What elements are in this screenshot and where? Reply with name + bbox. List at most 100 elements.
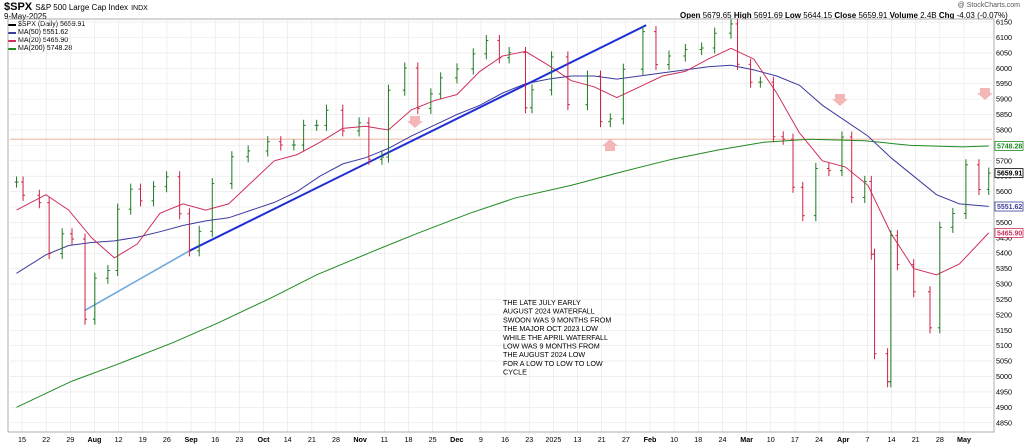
- x-tick-label: May: [957, 435, 971, 444]
- x-tick-label: 11: [381, 435, 388, 444]
- arrow-down-icon: [832, 94, 848, 106]
- annotation-arrows: [407, 88, 993, 151]
- x-tick-label: Aug: [87, 435, 101, 444]
- exchange: INDX: [131, 5, 148, 12]
- y-tick-label: 5050: [996, 357, 1012, 366]
- price-tag-label: 5465.90: [997, 230, 1022, 237]
- y-tick-label: 5600: [996, 187, 1012, 196]
- grid: [10, 19, 992, 432]
- arrow-down-icon: [407, 116, 423, 128]
- x-tick-label: Oct: [258, 435, 271, 444]
- x-tick-label: Dec: [450, 435, 463, 444]
- plot-frame: [7, 18, 995, 433]
- x-tick-label: 15: [18, 435, 26, 444]
- x-tick-label: 14: [284, 435, 292, 444]
- price-tag-box: [994, 201, 1024, 212]
- x-tick-label: Sep: [184, 435, 198, 444]
- price-bars: [14, 18, 991, 388]
- ma200-line: [16, 138, 989, 408]
- x-tick-label: 23: [235, 435, 243, 444]
- volume-value: 2.4B: [920, 11, 937, 20]
- x-tick-label: 12: [115, 435, 123, 444]
- y-tick-label: 5700: [996, 156, 1012, 165]
- x-tick-label: 16: [211, 435, 219, 444]
- x-tick-label: 9: [479, 435, 483, 444]
- chart-date: 9-May-2025: [4, 12, 47, 21]
- low-value: 5644.15: [803, 11, 833, 20]
- annotation-line: AUGUST 2024 WATERFALL: [503, 307, 595, 316]
- annotation-line: WHILE THE APRIL WATERFALL: [503, 333, 608, 342]
- price-tag-box: [994, 140, 1024, 151]
- x-tick-label: 24: [815, 435, 823, 444]
- annotation-line: THE MAJOR OCT 2023 LOW: [503, 324, 598, 333]
- x-tick-label: 26: [163, 435, 171, 444]
- chg-label: Chg: [938, 11, 955, 20]
- x-tick-label: 24: [718, 435, 726, 444]
- symbol-title: $SPX S&P 500 Large Cap Index INDX: [4, 1, 148, 13]
- y-tick-label: 5400: [996, 249, 1012, 258]
- y-tick-label: 6150: [996, 18, 1012, 27]
- y-tick-label: 4950: [996, 387, 1012, 396]
- annotation-line: SWOON WAS 9 MONTHS FROM: [503, 315, 611, 324]
- y-tick-label: 5950: [996, 79, 1012, 88]
- legend-price-label: $SPX (Daily) 5659.91: [18, 21, 86, 28]
- x-tick-label: 18: [694, 435, 702, 444]
- y-tick-label: 6000: [996, 64, 1012, 73]
- y-tick-label: 5300: [996, 280, 1012, 289]
- annotation-line: FOR A LOW TO LOW TO LOW: [503, 359, 603, 368]
- y-tick-label: 5850: [996, 110, 1012, 119]
- x-tick-label: 18: [404, 435, 412, 444]
- y-tick-label: 6050: [996, 48, 1012, 57]
- legend-ma50-label: MA(50) 5551.62: [18, 29, 69, 36]
- x-tick-label: Apr: [837, 435, 850, 444]
- y-tick-label: 5450: [996, 233, 1012, 242]
- price-tag-label: 5551.62: [997, 204, 1022, 211]
- y-axis: 4850 4900 4950 5000 5050 5100 5150 5200 5250 5300…: [996, 18, 1012, 428]
- high-label: High: [733, 11, 752, 20]
- y-tick-label: 5250: [996, 295, 1012, 304]
- y-tick-label: 5800: [996, 125, 1012, 134]
- x-tick-label: 19: [139, 435, 147, 444]
- x-tick-label: Mar: [740, 435, 753, 444]
- x-tick-label: 2025: [545, 435, 561, 444]
- arrow-up-icon: [602, 139, 618, 151]
- x-tick-label: 10: [767, 435, 775, 444]
- x-tick-label: 7: [865, 435, 869, 444]
- x-tick-label: 21: [912, 435, 920, 444]
- y-tick-label: 5100: [996, 341, 1012, 350]
- x-tick-label: 21: [308, 435, 316, 444]
- x-axis: 15 22 29 Aug 12 19 26 Sep 16 23 Oct 14 21 28 Nov 11 18 25…: [18, 435, 971, 444]
- annotation-line: CYCLE: [503, 368, 527, 377]
- price-tag-box: [994, 168, 1024, 179]
- x-tick-label: 28: [332, 435, 340, 444]
- close-label: Close: [834, 11, 857, 20]
- close-value: 5659.91: [858, 11, 888, 20]
- open-value: 5679.65: [702, 11, 732, 20]
- x-tick-label: 23: [525, 435, 533, 444]
- x-tick-label: 28: [936, 435, 944, 444]
- annotation-text: THE LATE JULY EARLY AUGUST 2024 WATERFALL…: [503, 298, 611, 377]
- price-tag-label: 5659.91: [997, 171, 1022, 178]
- annotation-line: LOW WAS 9 MONTHS FROM: [503, 342, 600, 351]
- legend-ma20-label: MA(20) 5465.90: [18, 37, 69, 44]
- annotation-line: THE LATE JULY EARLY: [503, 298, 581, 307]
- y-tick-label: 4850: [996, 418, 1012, 427]
- price-tags: 5748.28 5659.91 5551.62 5465.90: [994, 140, 1024, 238]
- high-value: 5691.69: [753, 11, 783, 20]
- price-tag-label: 5748.28: [997, 143, 1022, 150]
- x-tick-label: 22: [42, 435, 50, 444]
- chg-value: -4.03 (-0.07%): [956, 11, 1008, 20]
- volume-label: Volume: [889, 11, 918, 20]
- arrow-down-icon: [977, 88, 993, 100]
- trendline: [188, 24, 647, 252]
- legend-ma20: MA(20) 5465.90: [8, 37, 68, 44]
- y-tick-label: 4900: [996, 403, 1012, 412]
- y-tick-label: 5350: [996, 264, 1012, 273]
- x-tick-label: 17: [791, 435, 799, 444]
- y-tick-label: 5150: [996, 326, 1012, 335]
- open-label: Open: [680, 11, 701, 20]
- x-tick-label: Feb: [644, 435, 657, 444]
- legend-ma200-label: MA(200) 5748.28: [18, 45, 73, 52]
- x-tick-label: Nov: [353, 435, 367, 444]
